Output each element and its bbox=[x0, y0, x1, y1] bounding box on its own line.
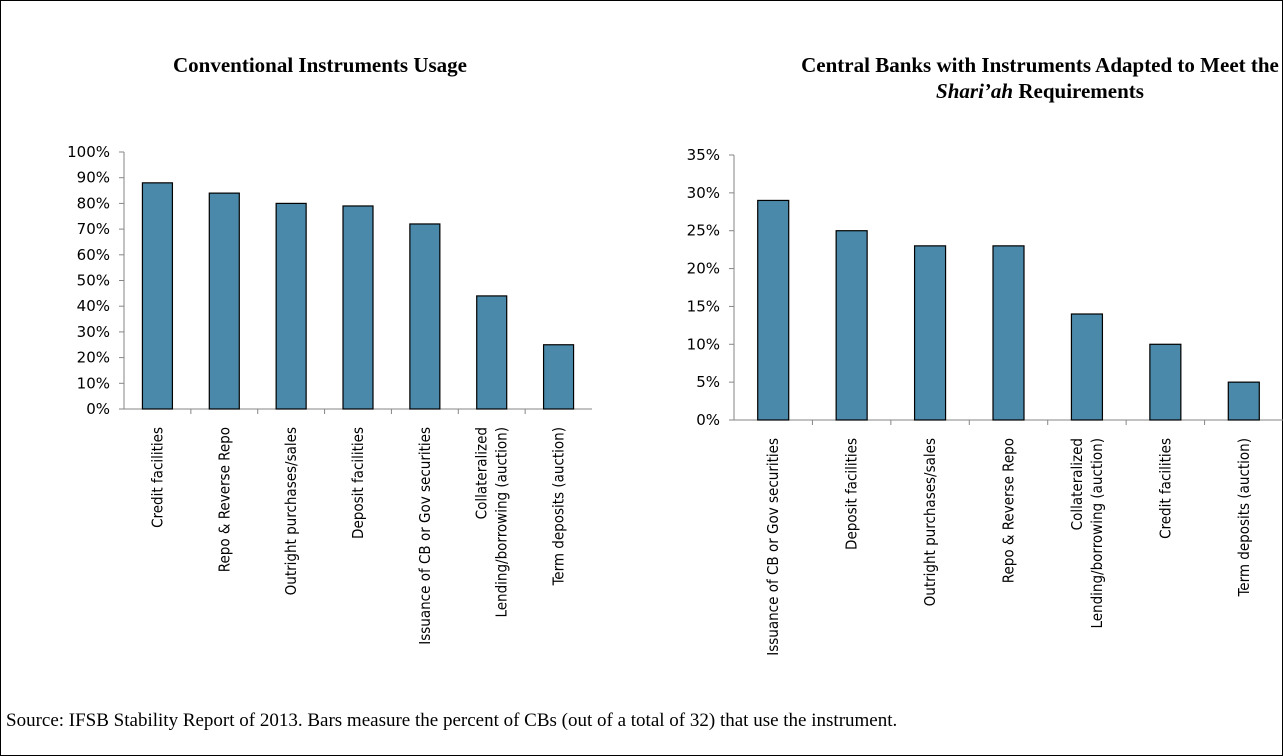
y-tick-label: 15% bbox=[687, 297, 720, 315]
source-note: Source: IFSB Stability Report of 2013. B… bbox=[6, 710, 898, 731]
x-category-label: Outright purchases/sales bbox=[282, 427, 300, 595]
y-tick-label: 20% bbox=[687, 260, 720, 278]
x-category-label: Outright purchases/sales bbox=[921, 438, 939, 606]
bar bbox=[208, 192, 240, 410]
x-category-label: Repo & Reverse Repo bbox=[1000, 438, 1018, 583]
y-tick-label: 50% bbox=[77, 272, 110, 290]
bar bbox=[835, 230, 868, 421]
bar bbox=[141, 182, 174, 410]
y-tick-label: 90% bbox=[77, 169, 110, 187]
y-tick-label: 10% bbox=[77, 374, 110, 392]
chart-title-left-text: Conventional Instruments Usage bbox=[172, 53, 468, 77]
chart-title-right-rest: Requirements bbox=[1013, 79, 1144, 103]
bar bbox=[1227, 381, 1260, 421]
y-tick-label: 100% bbox=[67, 143, 110, 161]
chart-title-right-italic: Shari’ah bbox=[936, 79, 1014, 103]
y-tick-label: 30% bbox=[687, 184, 720, 202]
y-tick-label: 60% bbox=[77, 246, 110, 264]
x-category-label: Term deposits (auction) bbox=[550, 427, 568, 586]
chart-title-right: Central Banks with Instruments Adapted t… bbox=[780, 52, 1283, 104]
bar bbox=[757, 199, 790, 421]
x-category-label: Credit facilities bbox=[148, 427, 166, 528]
x-category-label: Deposit facilities bbox=[843, 438, 861, 550]
x-category-label: Credit facilities bbox=[1156, 438, 1174, 539]
y-tick-label: 20% bbox=[77, 349, 110, 367]
x-category-label: Collateralized Lending/borrowing (auction… bbox=[1068, 438, 1106, 629]
y-tick-label: 0% bbox=[86, 400, 110, 418]
chart-title-right-line2: Shari’ah Requirements bbox=[780, 78, 1283, 104]
y-tick-label: 80% bbox=[77, 194, 110, 212]
x-category-label: Collateralized Lending/borrowing (auction… bbox=[473, 427, 511, 618]
bar bbox=[542, 344, 575, 410]
x-category-label: Repo & Reverse Repo bbox=[215, 427, 233, 572]
bar bbox=[992, 245, 1025, 421]
bar bbox=[1070, 313, 1104, 421]
chart-title-right-line1: Central Banks with Instruments Adapted t… bbox=[801, 53, 1279, 77]
bar bbox=[1149, 343, 1182, 421]
bar bbox=[409, 223, 441, 410]
y-tick-label: 25% bbox=[687, 222, 720, 240]
bar bbox=[342, 205, 374, 410]
x-category-label: Issuance of CB or Gov securities bbox=[764, 438, 782, 656]
chart-right: 0% 5% 10% 15% 20% 25% 30% 35% Issuance of CB or … bbox=[687, 146, 1283, 656]
chart-title-left: Conventional Instruments Usage bbox=[60, 52, 580, 78]
y-tick-label: 35% bbox=[687, 146, 720, 164]
y-tick-label: 70% bbox=[77, 220, 110, 238]
y-tick-label: 0% bbox=[696, 411, 720, 429]
x-category-label: Deposit facilities bbox=[349, 427, 367, 539]
chart-left: 0% 10% 20% 30% 40% 50% 60% 70% 80% 90% 100% Credit … bbox=[67, 143, 592, 645]
x-category-label: Issuance of CB or Gov securities bbox=[416, 427, 434, 645]
bar bbox=[275, 202, 307, 410]
bar bbox=[476, 295, 508, 410]
x-category-label: Term deposits (auction) bbox=[1235, 438, 1253, 597]
y-tick-label: 40% bbox=[77, 297, 110, 315]
y-tick-label: 5% bbox=[696, 373, 720, 391]
y-tick-label: 30% bbox=[77, 323, 110, 341]
y-tick-label: 10% bbox=[687, 335, 720, 353]
bar bbox=[913, 245, 947, 421]
